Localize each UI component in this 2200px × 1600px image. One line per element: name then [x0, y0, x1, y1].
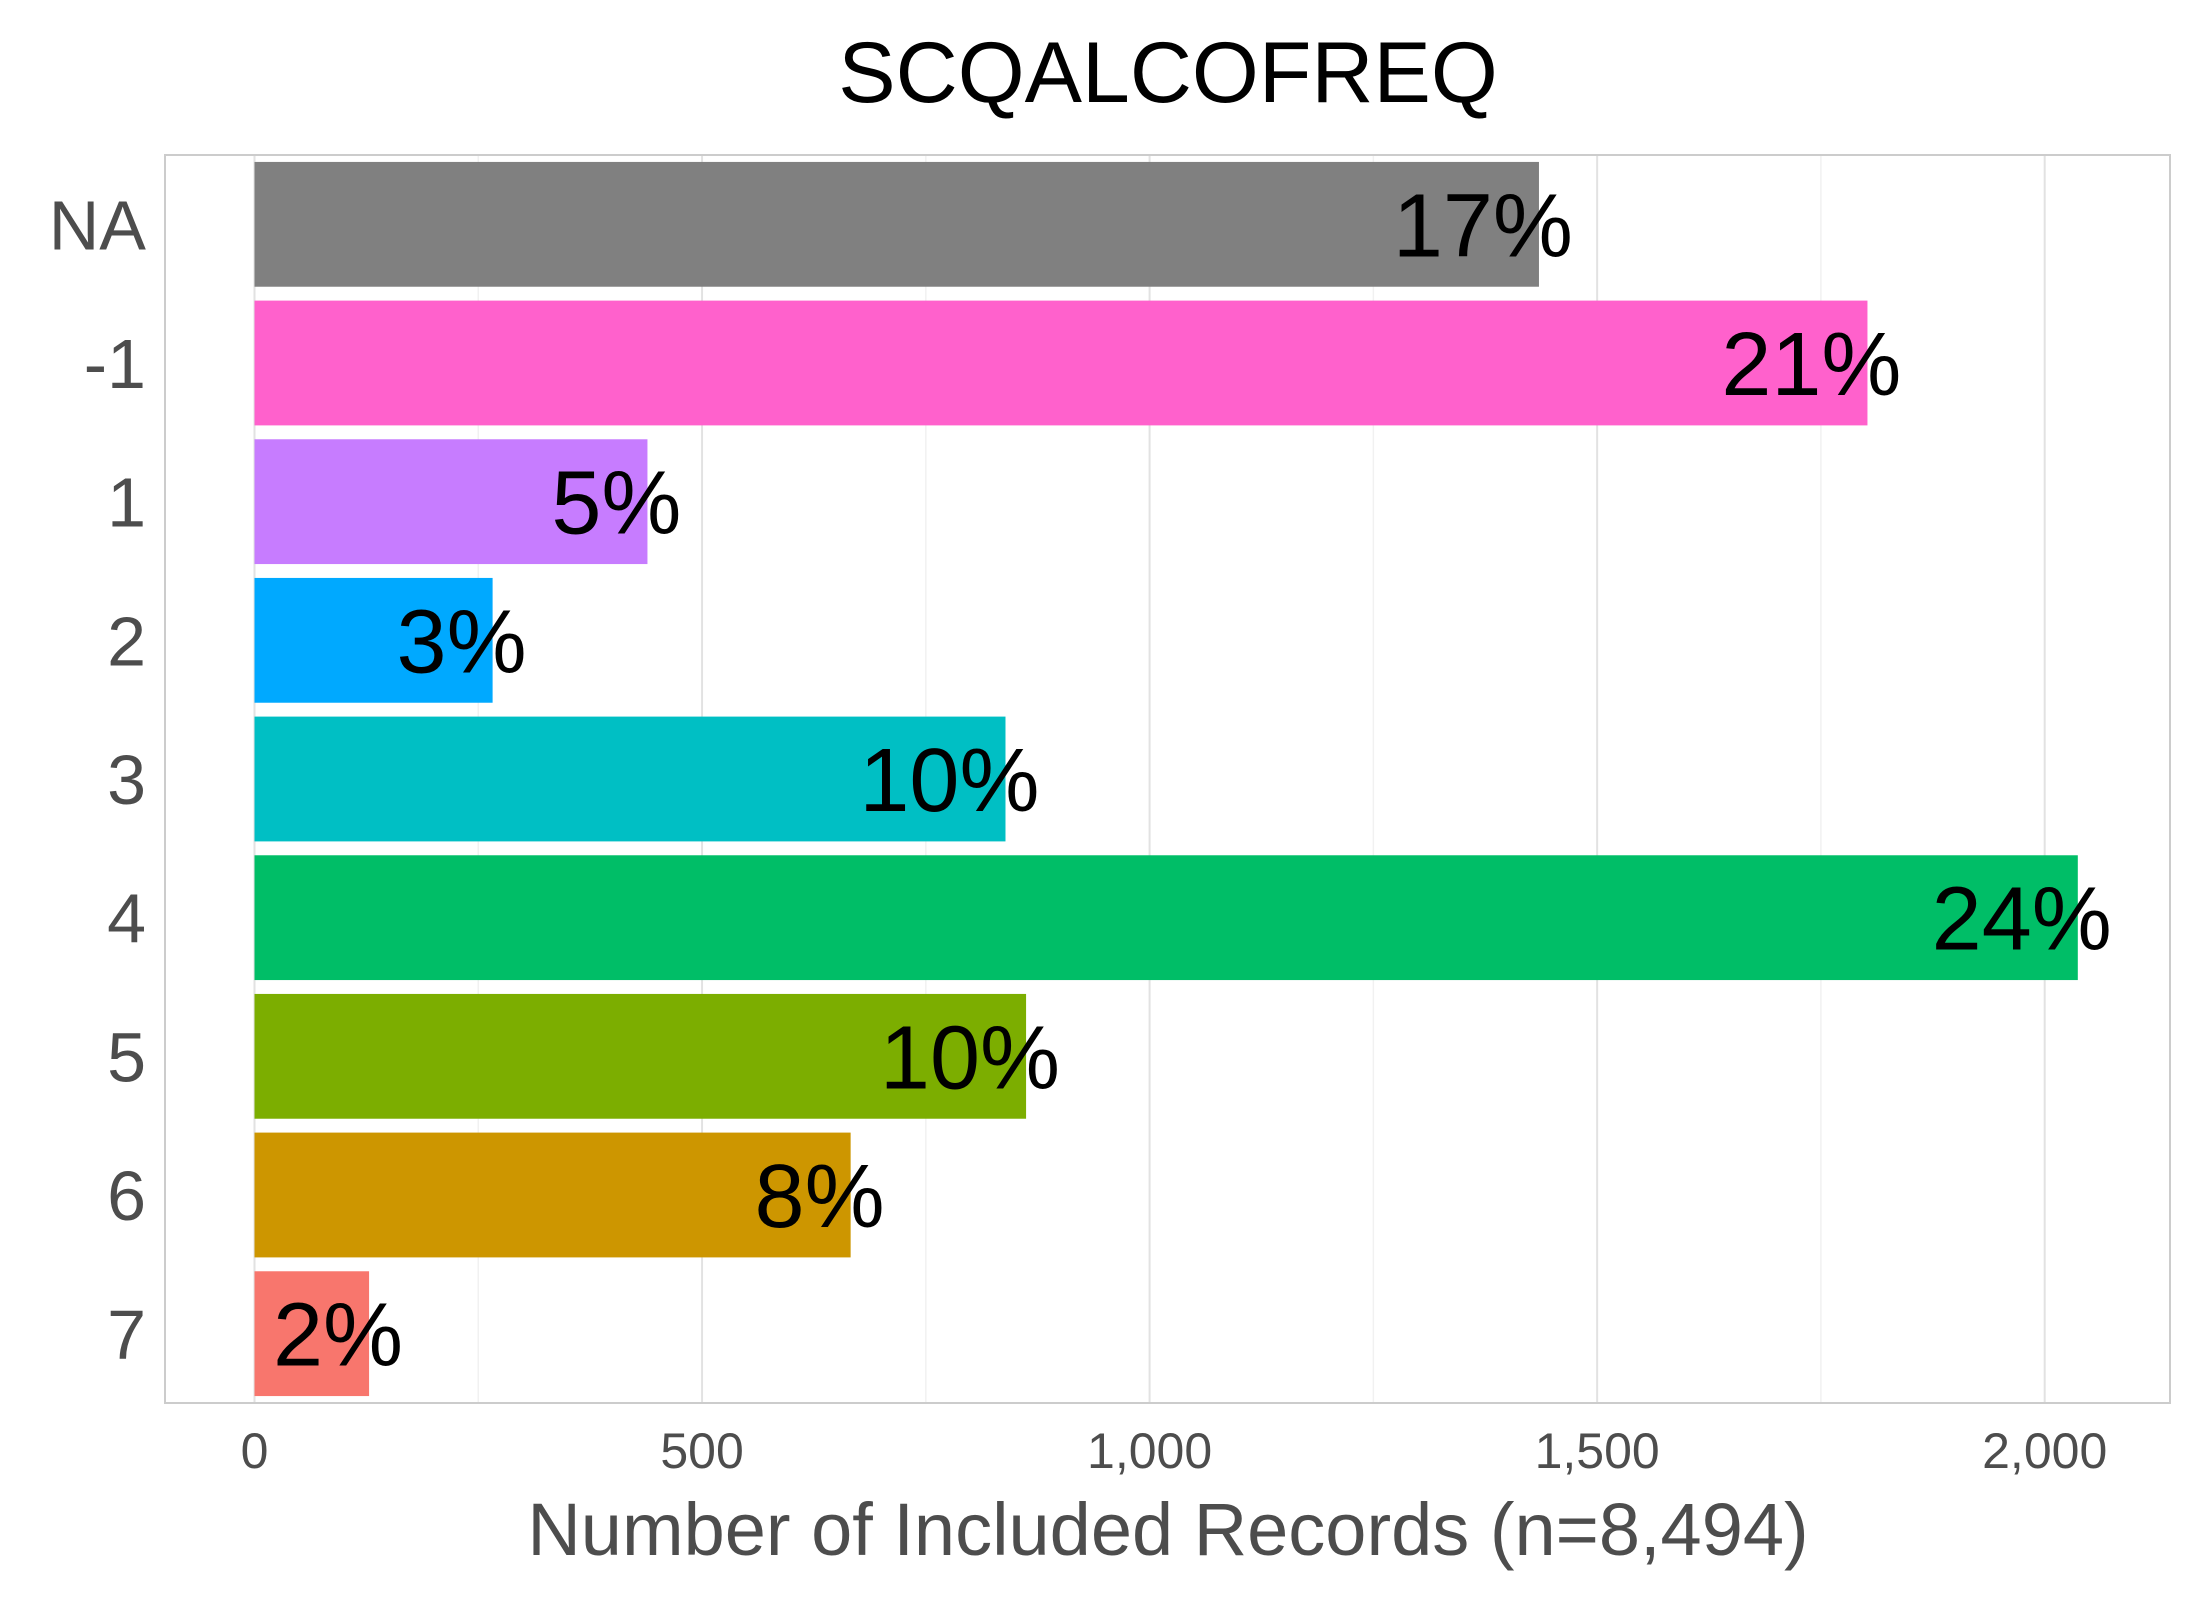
bar-6 [254, 1132, 851, 1258]
y-axis-labels: NA -1 1 2 3 4 5 6 7 [49, 186, 147, 1373]
y-tick-label: 2 [107, 602, 146, 680]
bar-4 [254, 855, 2078, 981]
y-tick-label: 7 [107, 1296, 146, 1374]
y-tick-label: 6 [107, 1157, 146, 1235]
x-tick-label: 500 [660, 1423, 743, 1479]
x-tick-label: 1,000 [1087, 1423, 1212, 1479]
chart-title: SCQALCOFREQ [838, 25, 1497, 121]
bar--1 [254, 300, 1868, 426]
y-tick-label: 5 [107, 1018, 146, 1096]
bar-2 [254, 577, 493, 703]
bar-NA [254, 161, 1539, 287]
bar-3 [254, 716, 1006, 842]
data-label-3: 10% [859, 731, 1039, 831]
data-label-4: 24% [1932, 870, 2112, 970]
x-axis-labels: 0 500 1,000 1,500 2,000 [241, 1423, 2108, 1479]
plot-panel [164, 154, 2171, 1404]
data-label-7: 2% [273, 1286, 403, 1386]
y-tick-label: 4 [107, 880, 146, 958]
data-label--1: 21% [1721, 315, 1901, 415]
bar-1 [254, 439, 648, 565]
y-tick-label: 1 [107, 464, 146, 542]
x-tick-label: 1,500 [1535, 1423, 1660, 1479]
data-label-1: 5% [551, 454, 681, 554]
data-label-2: 3% [397, 592, 527, 692]
y-tick-label: NA [49, 186, 147, 264]
bar-5 [254, 993, 1027, 1119]
x-axis-title: Number of Included Records (n=8,494) [527, 1488, 1808, 1571]
y-tick-label: -1 [84, 325, 146, 403]
x-tick-label: 2,000 [1982, 1423, 2107, 1479]
y-tick-label: 3 [107, 741, 146, 819]
bar-7 [254, 1271, 370, 1397]
bars: 17% 21% 5%3% 10% 24% 10% 8% 2% [254, 161, 2112, 1397]
data-label-5: 10% [880, 1008, 1060, 1108]
x-tick-label: 0 [241, 1423, 269, 1479]
data-label-NA: 17% [1393, 176, 1573, 276]
data-label-6: 8% [755, 1147, 885, 1247]
